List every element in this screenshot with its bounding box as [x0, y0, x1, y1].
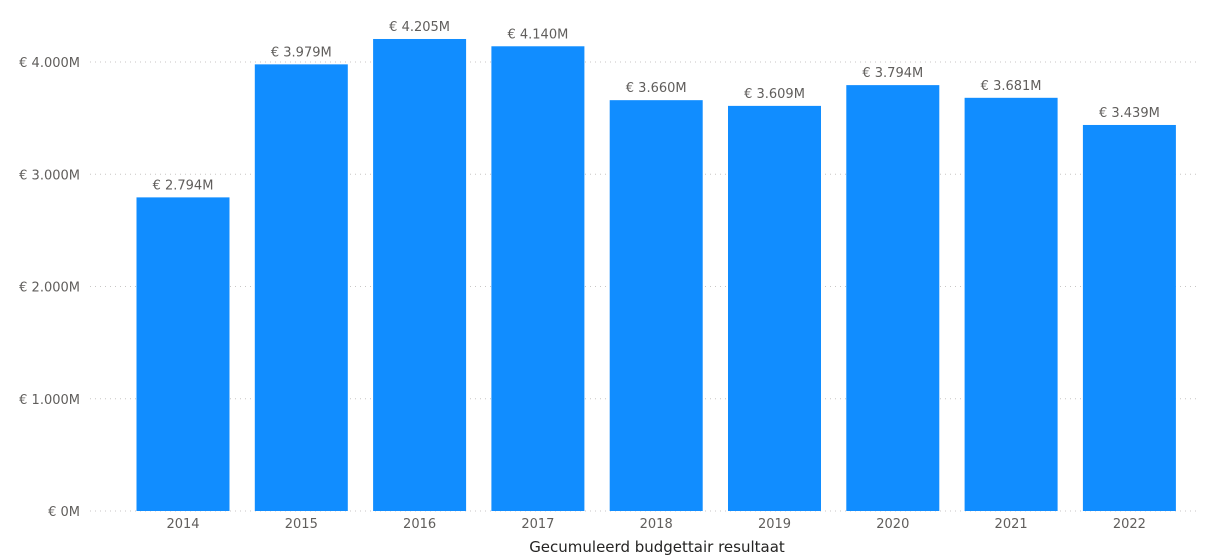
- data-label-2018: € 3.660M: [626, 81, 687, 96]
- bars: [136, 38, 1176, 512]
- x-axis-tick-labels: 2014 2015 2016 2017 2018 2019 2020 2021 2022: [166, 517, 1145, 532]
- y-tick-label: € 1.000M: [19, 393, 80, 408]
- x-tick-label-2017: 2017: [521, 517, 554, 532]
- bar-2019[interactable]: [728, 105, 821, 512]
- bar-2021[interactable]: [964, 97, 1058, 512]
- data-label-2016: € 4.205M: [389, 20, 450, 35]
- y-tick-label: € 3.000M: [19, 168, 80, 183]
- data-label-2014: € 2.794M: [153, 178, 214, 193]
- bar-2020[interactable]: [846, 85, 940, 511]
- data-label-2021: € 3.681M: [981, 79, 1042, 94]
- y-tick-label: € 4.000M: [19, 56, 80, 71]
- bar-2015[interactable]: [254, 64, 348, 512]
- x-tick-label-2020: 2020: [876, 517, 909, 532]
- data-label-2022: € 3.439M: [1099, 106, 1160, 121]
- x-tick-label-2014: 2014: [166, 517, 199, 532]
- data-label-2020: € 3.794M: [862, 66, 923, 81]
- bar-2022[interactable]: [1082, 124, 1176, 511]
- x-axis-title: Gecumuleerd budgettair resultaat: [529, 538, 785, 556]
- x-tick-label-2019: 2019: [758, 517, 791, 532]
- data-label-2017: € 4.140M: [507, 27, 568, 42]
- bar-2017[interactable]: [491, 46, 585, 511]
- x-tick-label-2021: 2021: [995, 517, 1028, 532]
- y-tick-label: € 2.000M: [19, 281, 80, 296]
- data-label-2015: € 3.979M: [271, 45, 332, 60]
- bar-2018[interactable]: [609, 100, 703, 511]
- y-tick-label: € 0M: [48, 505, 80, 520]
- x-tick-label-2022: 2022: [1113, 517, 1146, 532]
- y-axis-tick-labels: € 0M € 1.000M € 2.000M € 3.000M € 4.000M: [19, 56, 80, 520]
- x-tick-label-2015: 2015: [285, 517, 318, 532]
- data-label-2019: € 3.609M: [744, 87, 805, 102]
- data-labels: € 2.794M € 3.979M € 4.205M € 4.140M € 3.660M…: [153, 20, 1160, 193]
- x-tick-label-2018: 2018: [640, 517, 673, 532]
- bar-2014[interactable]: [136, 197, 230, 511]
- x-tick-label-2016: 2016: [403, 517, 436, 532]
- bar-2016[interactable]: [373, 38, 467, 512]
